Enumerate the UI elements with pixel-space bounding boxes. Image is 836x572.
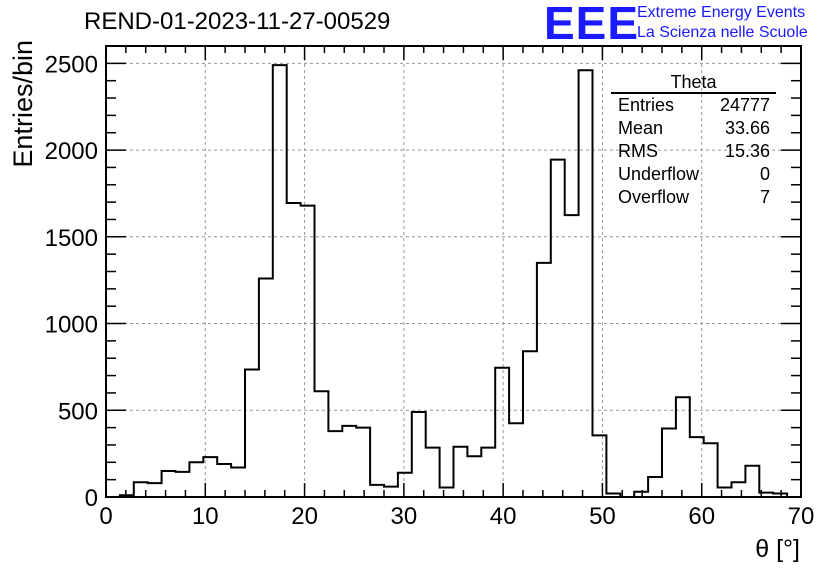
- y-tick-label: 1500: [45, 225, 98, 252]
- stats-title: Theta: [611, 72, 776, 94]
- stats-label: Entries: [618, 95, 675, 115]
- stats-label: Overflow: [618, 187, 690, 207]
- y-tick-label: 0: [85, 485, 98, 512]
- y-tick-label: 1000: [45, 312, 98, 339]
- stats-value: 7: [759, 187, 770, 207]
- stats-value: 0: [759, 164, 770, 184]
- x-tick-label: 10: [192, 503, 219, 530]
- stats-row: Overflow 7: [611, 186, 776, 209]
- y-tick-label: 2000: [45, 138, 98, 165]
- stats-label: Mean: [618, 118, 664, 138]
- plot-frame: [105, 45, 802, 498]
- x-tick-label: 50: [589, 503, 616, 530]
- y-tick-label: 2500: [45, 51, 98, 78]
- stats-row: RMS 15.36: [611, 140, 776, 163]
- stats-value: 15.36: [724, 141, 770, 161]
- x-tick-label: 70: [788, 503, 815, 530]
- chart-title: REND-01-2023-11-27-00529: [84, 8, 391, 35]
- x-tick-label: 30: [391, 503, 418, 530]
- x-tick-label: 20: [291, 503, 318, 530]
- x-axis-label: θ [°]: [755, 535, 800, 563]
- x-tick-label: 40: [490, 503, 517, 530]
- histogram-series: [106, 64, 801, 498]
- stats-row: Entries 24777: [611, 94, 776, 117]
- stats-label: Underflow: [618, 164, 700, 184]
- x-tick-label: 0: [99, 503, 112, 530]
- y-axis-label: Entries/bin: [8, 40, 38, 168]
- logo-line-2: La Scienza nelle Scuole: [637, 24, 808, 41]
- y-tick-label: 500: [58, 398, 98, 425]
- grid: [106, 46, 801, 497]
- x-tick-label: 60: [688, 503, 715, 530]
- stats-value: 33.66: [724, 118, 770, 138]
- stats-row: Underflow 0: [611, 163, 776, 186]
- stats-label: RMS: [618, 141, 658, 161]
- logo-line-1: Extreme Energy Events: [637, 4, 806, 21]
- stats-value: 24777: [719, 95, 770, 115]
- stats-box: Theta Entries 24777 Mean 33.66 RMS 15.36 Un…: [611, 72, 776, 209]
- eee-logo: EEE: [544, 0, 640, 49]
- stats-row: Mean 33.66: [611, 117, 776, 140]
